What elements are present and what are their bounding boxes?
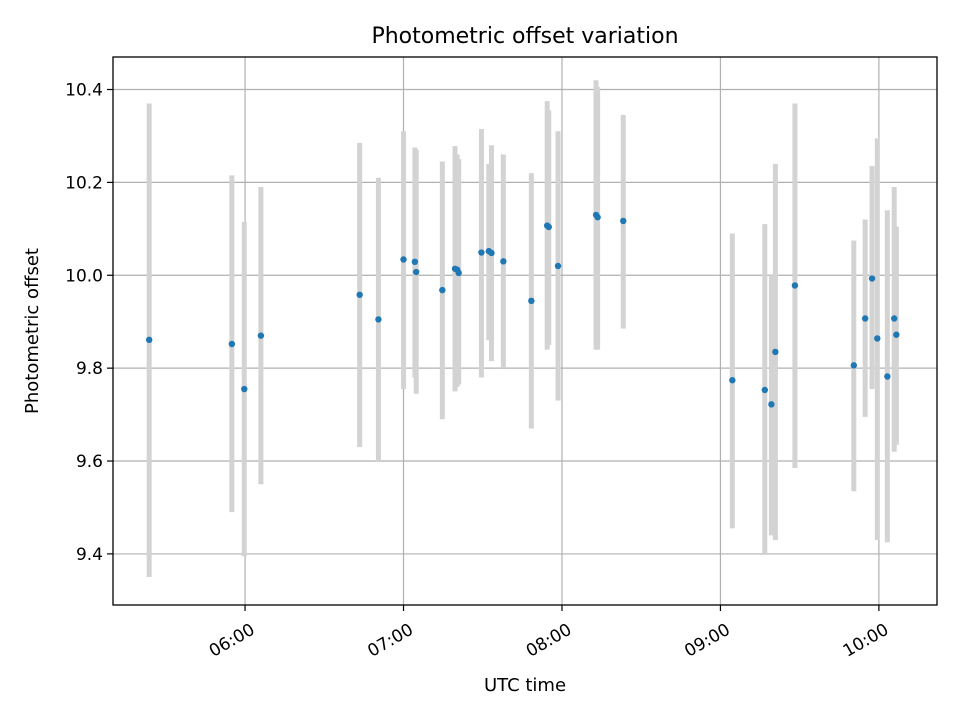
data-point bbox=[891, 315, 898, 322]
data-point bbox=[356, 291, 363, 298]
data-point bbox=[594, 214, 601, 221]
data-points bbox=[145, 211, 900, 408]
plot-area-frame bbox=[112, 56, 938, 606]
x-tick-label: 06:00 bbox=[206, 620, 258, 662]
x-axis-label: UTC time bbox=[484, 675, 566, 696]
data-point bbox=[868, 275, 876, 282]
data-point bbox=[761, 386, 769, 394]
data-point bbox=[500, 258, 507, 265]
data-point bbox=[439, 286, 446, 294]
data-point bbox=[478, 249, 485, 256]
error-bars bbox=[146, 80, 899, 578]
x-tick-label: 10:00 bbox=[840, 620, 892, 662]
y-axis-label: Photometric offset bbox=[22, 248, 43, 414]
data-point bbox=[545, 223, 552, 231]
y-tick-label: 9.6 bbox=[76, 452, 103, 472]
data-point bbox=[554, 262, 562, 270]
data-point bbox=[145, 336, 153, 344]
data-point bbox=[772, 348, 779, 356]
data-point bbox=[412, 268, 420, 276]
data-point bbox=[455, 269, 462, 277]
y-tick-label: 10.4 bbox=[65, 81, 103, 101]
y-tick-label: 9.4 bbox=[76, 545, 103, 565]
axis-ticks: 06:00 07:00 08:00 09:00 10:00 9.4 9.6 9.8 10.0 10… bbox=[65, 81, 892, 662]
data-point bbox=[768, 401, 775, 408]
data-point bbox=[850, 362, 858, 369]
data-point bbox=[400, 256, 407, 263]
data-point bbox=[874, 335, 881, 342]
chart-title: Photometric offset variation bbox=[371, 24, 678, 49]
data-point bbox=[729, 377, 736, 384]
grid-lines bbox=[113, 57, 937, 605]
data-point bbox=[488, 249, 495, 257]
data-point bbox=[411, 258, 419, 266]
data-point bbox=[228, 340, 236, 348]
data-point bbox=[528, 297, 535, 305]
data-point bbox=[375, 316, 382, 323]
y-tick-label: 9.8 bbox=[76, 359, 103, 379]
y-tick-label: 10.2 bbox=[65, 173, 103, 193]
x-tick-label: 08:00 bbox=[523, 620, 575, 662]
data-point bbox=[861, 315, 869, 322]
data-point bbox=[791, 282, 799, 289]
x-tick-label: 09:00 bbox=[681, 620, 733, 662]
y-tick-label: 10.0 bbox=[65, 266, 103, 286]
data-point bbox=[884, 373, 891, 380]
data-point bbox=[620, 217, 627, 225]
data-point bbox=[257, 332, 265, 339]
x-tick-label: 07:00 bbox=[364, 620, 416, 662]
data-point bbox=[893, 331, 900, 338]
data-point bbox=[241, 385, 248, 393]
